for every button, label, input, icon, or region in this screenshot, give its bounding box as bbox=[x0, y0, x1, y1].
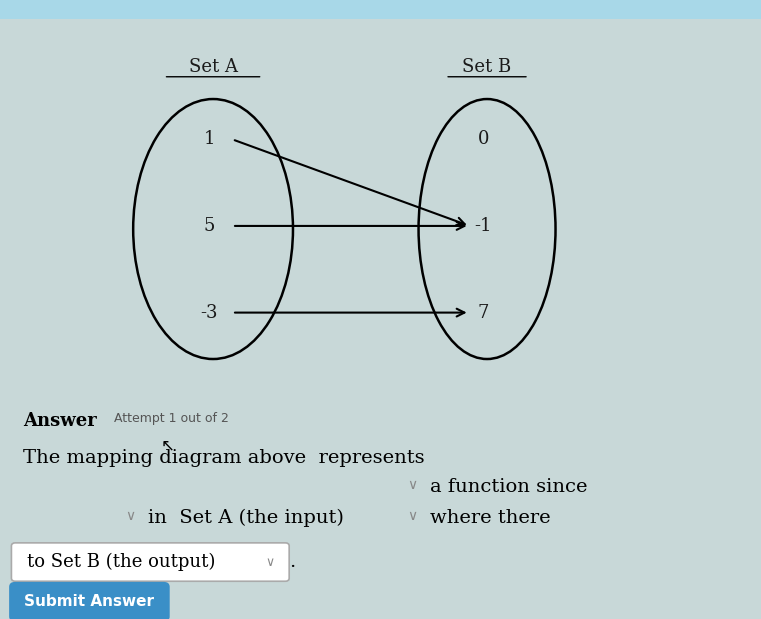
FancyBboxPatch shape bbox=[9, 582, 170, 619]
Text: in  Set A (the input): in Set A (the input) bbox=[148, 509, 344, 527]
Text: a function since: a function since bbox=[430, 478, 587, 496]
Text: 0: 0 bbox=[477, 130, 489, 149]
Text: Set A: Set A bbox=[189, 58, 237, 76]
Text: Submit Answer: Submit Answer bbox=[24, 594, 154, 609]
Text: ∨: ∨ bbox=[266, 555, 275, 569]
Text: 5: 5 bbox=[204, 217, 215, 235]
Text: to Set B (the output): to Set B (the output) bbox=[27, 553, 215, 571]
Text: 7: 7 bbox=[478, 303, 489, 322]
FancyBboxPatch shape bbox=[11, 543, 289, 581]
Text: .: . bbox=[289, 553, 295, 571]
Text: ∨: ∨ bbox=[407, 509, 417, 523]
Text: -3: -3 bbox=[201, 303, 218, 322]
Text: ∨: ∨ bbox=[407, 478, 417, 492]
Text: -1: -1 bbox=[475, 217, 492, 235]
Text: where there: where there bbox=[430, 509, 551, 527]
Text: ∨: ∨ bbox=[126, 509, 135, 523]
Text: Set B: Set B bbox=[463, 58, 511, 76]
Text: The mapping diagram above  represents: The mapping diagram above represents bbox=[23, 449, 425, 467]
Text: ↖: ↖ bbox=[161, 436, 174, 454]
Text: Attempt 1 out of 2: Attempt 1 out of 2 bbox=[114, 412, 229, 425]
FancyBboxPatch shape bbox=[0, 0, 761, 19]
Text: Answer: Answer bbox=[23, 412, 97, 430]
Text: 1: 1 bbox=[203, 130, 215, 149]
